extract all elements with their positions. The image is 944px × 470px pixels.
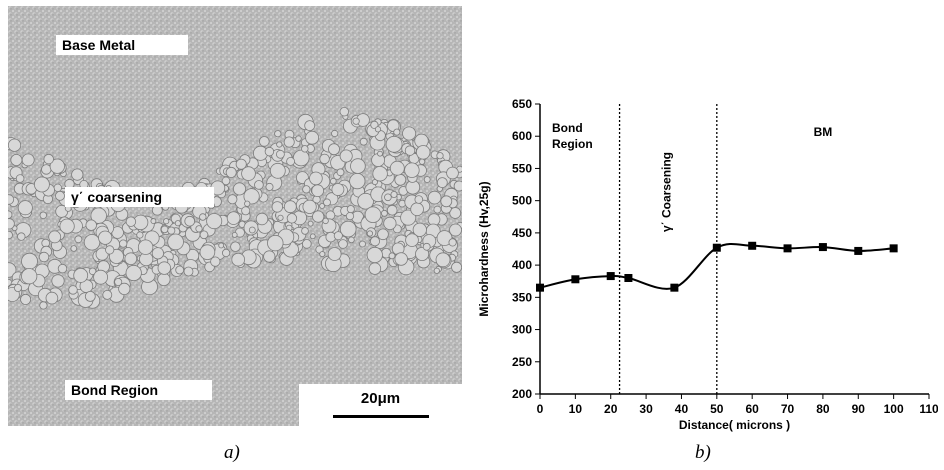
- x-tick-label: 10: [569, 402, 583, 416]
- region-label-bond: Region: [552, 137, 593, 151]
- data-point: [536, 283, 544, 292]
- x-tick-label: 110: [919, 402, 938, 416]
- bond-region-label: Bond Region: [65, 380, 212, 400]
- caption-b: b): [695, 442, 711, 463]
- data-point: [712, 243, 721, 252]
- y-tick-label: 600: [512, 129, 532, 143]
- base-metal-label: Base Metal: [56, 35, 188, 55]
- data-point: [606, 272, 615, 281]
- x-tick-label: 90: [852, 402, 866, 416]
- x-tick-label: 50: [710, 402, 724, 416]
- y-tick-label: 400: [512, 258, 532, 272]
- x-axis-title: Distance( microns ): [679, 418, 790, 432]
- x-tick-label: 30: [639, 402, 653, 416]
- data-point: [571, 275, 580, 284]
- y-tick-label: 500: [512, 194, 532, 208]
- y-tick-label: 550: [512, 161, 532, 175]
- x-tick-label: 100: [884, 402, 904, 416]
- data-point: [889, 244, 898, 253]
- y-tick-label: 450: [512, 226, 532, 240]
- y-tick-label: 200: [512, 387, 532, 401]
- y-tick-label: 250: [512, 355, 532, 369]
- x-tick-label: 0: [537, 402, 544, 416]
- region-label-coarsening: γ΄ Coarsening: [659, 152, 673, 232]
- y-tick-label: 650: [512, 97, 532, 111]
- sem-micrograph: Base Metal γ΄ coarsening Bond Region 20μ…: [8, 6, 462, 426]
- data-point: [748, 241, 757, 250]
- caption-a: a): [224, 442, 240, 463]
- scale-bar-label: 20μm: [360, 390, 401, 407]
- data-point: [854, 246, 863, 255]
- x-tick-label: 70: [781, 402, 795, 416]
- data-point: [818, 243, 827, 252]
- x-tick-label: 40: [675, 402, 689, 416]
- y-tick-label: 300: [512, 323, 532, 337]
- x-tick-label: 20: [604, 402, 618, 416]
- microhardness-chart: 200 250 300 350 400 450 500 550 600 650 0 10 20 30 40 5…: [477, 97, 938, 432]
- micrograph-texture: [8, 6, 462, 426]
- data-point: [670, 283, 679, 292]
- data-point: [624, 274, 633, 282]
- y-tick-label: 350: [512, 290, 532, 304]
- gamma-prime-coarsening-label: γ΄ coarsening: [65, 187, 214, 207]
- x-tick-label: 60: [746, 402, 760, 416]
- x-tick-label: 80: [816, 402, 830, 416]
- data-point: [783, 244, 792, 253]
- scale-bar: [333, 415, 429, 418]
- y-axis-title: Microhardness (Hv,25g): [477, 181, 491, 316]
- region-label-bm: BM: [814, 125, 833, 139]
- scale-bar-box: 20μm: [299, 384, 462, 426]
- region-label-bond: Bond: [552, 121, 583, 135]
